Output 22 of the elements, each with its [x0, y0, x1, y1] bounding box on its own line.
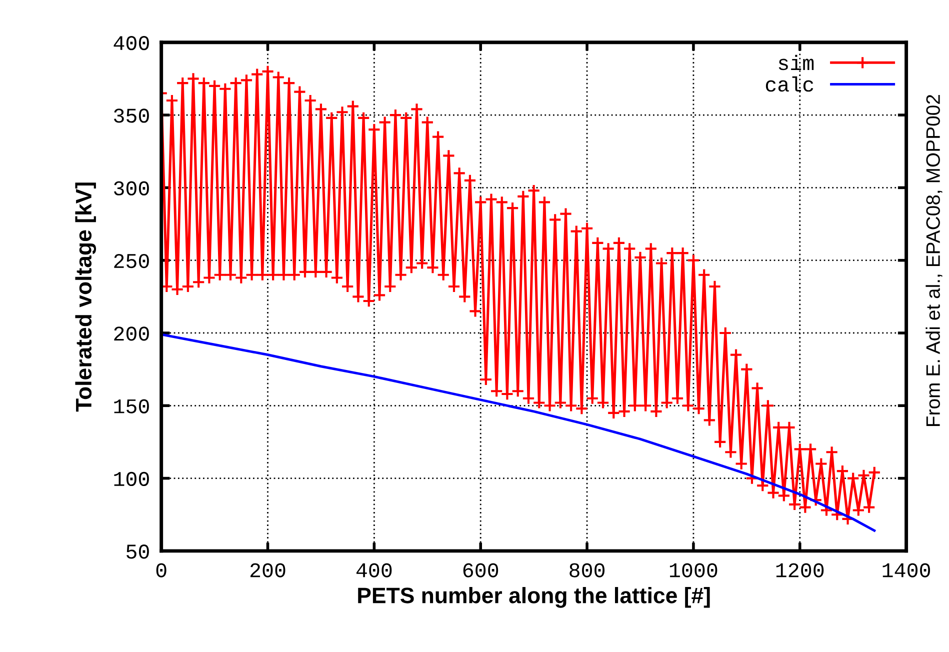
- y-tick-label: 300: [114, 181, 149, 196]
- y-tick-label: 400: [114, 36, 149, 50]
- x-tick-label: 0: [156, 563, 166, 578]
- x-tick-label: 1000: [670, 563, 718, 578]
- x-axis-title: PETS number along the lattice [#]: [358, 587, 710, 608]
- text: From E. Adi et al., EPAC08, MOPP002: [926, 94, 942, 426]
- x-tick-label: 800: [570, 563, 604, 578]
- legend-label: sim: [778, 54, 814, 70]
- y-tick-label: 250: [114, 254, 149, 268]
- line-series: [161, 333, 876, 532]
- y-tick-label: 100: [114, 472, 149, 486]
- x-tick-label: 200: [250, 563, 286, 578]
- x-tick-label: 400: [356, 563, 392, 578]
- x-tick-label: 1200: [776, 563, 824, 578]
- y-tick-label: 50: [126, 544, 149, 559]
- y-tick-label: 150: [114, 399, 149, 414]
- y-axis-title: Tolerated voltage [kV]: [75, 182, 96, 412]
- y-tick-label: 200: [114, 326, 149, 341]
- legend-label: calc: [766, 76, 814, 92]
- x-tick-label: 1400: [882, 563, 930, 578]
- x-tick-label: 600: [463, 563, 498, 578]
- y-tick-label: 350: [114, 108, 149, 123]
